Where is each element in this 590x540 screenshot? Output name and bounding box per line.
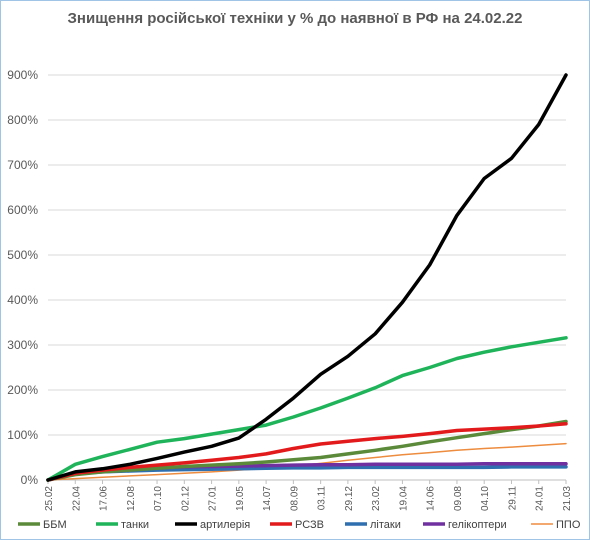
legend-label: танки — [121, 519, 149, 531]
x-tick-label: 22.04 — [71, 486, 82, 511]
legend-label: ППО — [556, 519, 581, 531]
series-line-0 — [46, 419, 568, 482]
legend: ББМ танки артилерія РСЗВ літаки гелікоптери ПП… — [18, 519, 581, 531]
y-tick-label: 500% — [7, 248, 38, 262]
x-tick-label: 25.02 — [44, 486, 55, 511]
x-tick-label: 29.12 — [344, 486, 355, 511]
y-tick-label: 0% — [21, 473, 39, 487]
y-tick-label: 100% — [7, 428, 38, 442]
y-axis: 0% 100% 200% 300% 400% 500% 600% 700% 800% 900% — [7, 68, 38, 487]
x-tick-label: 03.11 — [317, 486, 328, 511]
x-tick-label: 19.05 — [235, 486, 246, 511]
chart-title: Знищення російської техніки у % до наявн… — [67, 10, 523, 27]
x-tick-label: 24.01 — [535, 486, 546, 511]
x-tick-label: 14.06 — [426, 486, 437, 511]
x-tick-label: 29.11 — [507, 486, 518, 511]
gridlines — [48, 74, 566, 481]
x-tick-label: 19.04 — [398, 486, 409, 511]
legend-label: ББМ — [43, 519, 67, 531]
x-axis: 25.02 22.04 17.06 12.08 07.10 02.12 27.01 19.05… — [44, 480, 573, 511]
x-tick-label: 09.08 — [453, 486, 464, 511]
y-tick-label: 700% — [7, 158, 38, 172]
x-tick-label: 23.02 — [371, 486, 382, 511]
x-tick-label: 02.12 — [180, 486, 191, 511]
y-tick-label: 800% — [7, 113, 38, 127]
y-tick-label: 900% — [7, 68, 38, 82]
legend-label: РСЗВ — [295, 519, 324, 531]
x-tick-label: 17.06 — [99, 486, 110, 511]
x-tick-label: 04.10 — [480, 486, 491, 511]
x-tick-label: 08.09 — [289, 486, 300, 511]
legend-label: гелікоптери — [448, 519, 507, 531]
series-lines — [46, 73, 568, 482]
legend-label: артилерія — [200, 519, 250, 531]
y-tick-label: 300% — [7, 338, 38, 352]
legend-label: літаки — [370, 519, 401, 531]
y-tick-label: 600% — [7, 203, 38, 217]
y-tick-label: 200% — [7, 383, 38, 397]
x-tick-label: 07.10 — [153, 486, 164, 511]
series-line-1 — [46, 336, 568, 482]
x-tick-label: 12.08 — [126, 486, 137, 511]
x-tick-label: 27.01 — [208, 486, 219, 511]
series-line-3 — [46, 422, 568, 482]
x-tick-label: 14.07 — [262, 486, 273, 511]
y-tick-label: 400% — [7, 293, 38, 307]
x-tick-label: 21.03 — [562, 486, 573, 511]
series-line-2 — [46, 73, 568, 482]
